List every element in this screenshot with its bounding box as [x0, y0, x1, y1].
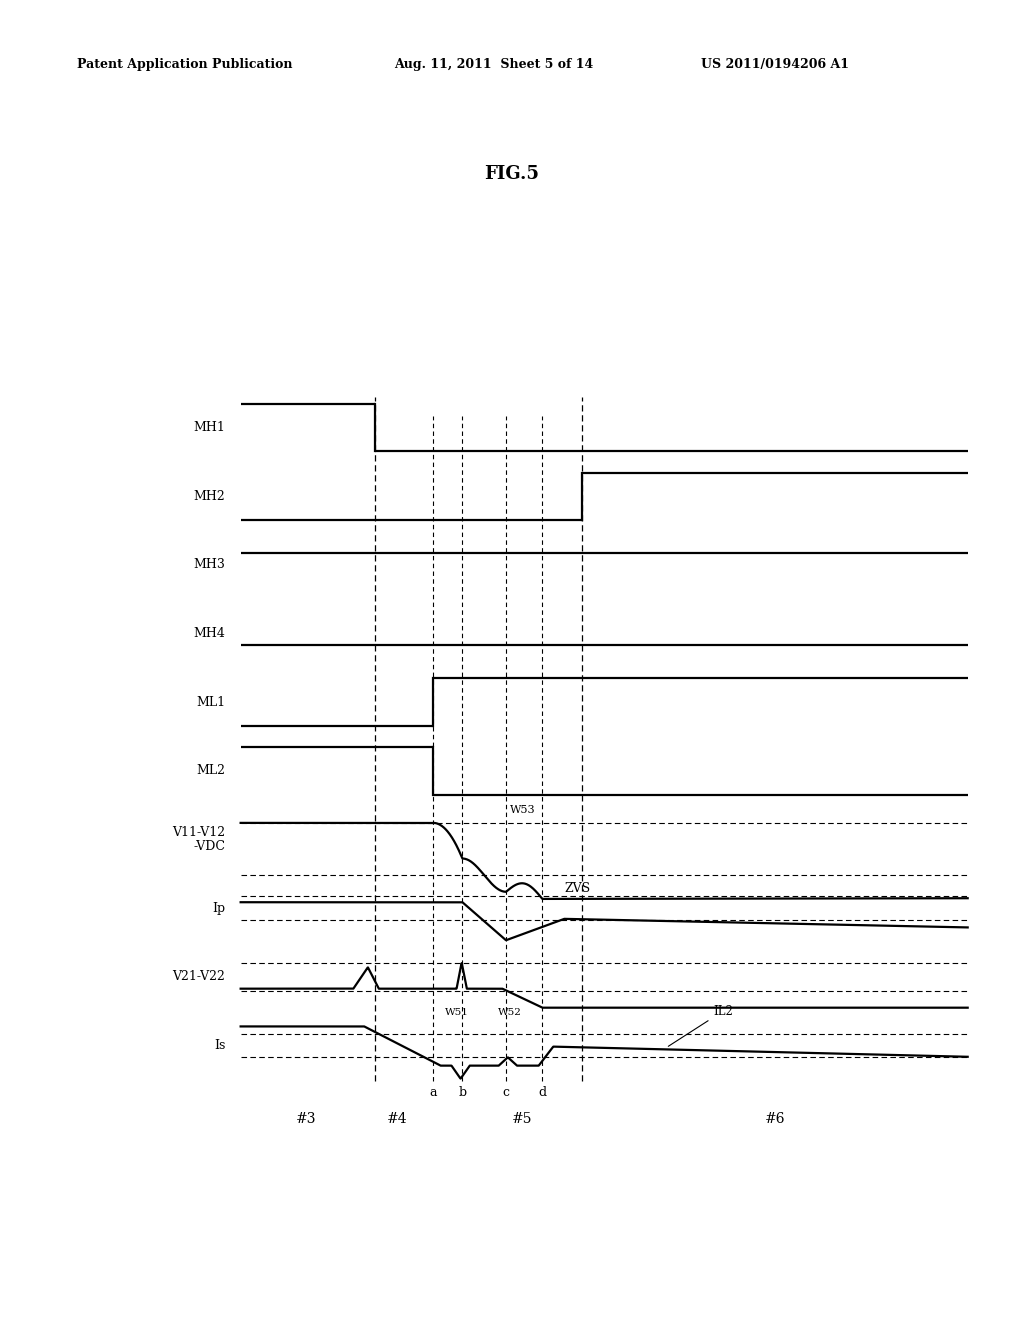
Text: V11-V12
-VDC: V11-V12 -VDC	[172, 826, 225, 853]
Text: MH3: MH3	[194, 558, 225, 572]
Text: c: c	[503, 1086, 510, 1098]
Text: #4: #4	[387, 1111, 408, 1126]
Text: ZVS: ZVS	[564, 882, 590, 895]
Text: ML2: ML2	[197, 764, 225, 777]
Text: ML1: ML1	[197, 696, 225, 709]
Text: #3: #3	[296, 1111, 316, 1126]
Text: W51: W51	[444, 1008, 469, 1016]
Text: V21-V22: V21-V22	[172, 970, 225, 983]
Text: #5: #5	[512, 1111, 532, 1126]
Text: MH2: MH2	[194, 490, 225, 503]
Text: W52: W52	[498, 1008, 521, 1016]
Text: d: d	[539, 1086, 547, 1098]
Text: MH4: MH4	[194, 627, 225, 640]
Text: Aug. 11, 2011  Sheet 5 of 14: Aug. 11, 2011 Sheet 5 of 14	[394, 58, 594, 71]
Text: MH1: MH1	[194, 421, 225, 434]
Text: Is: Is	[214, 1039, 225, 1052]
Text: a: a	[429, 1086, 437, 1098]
Text: Patent Application Publication: Patent Application Publication	[77, 58, 292, 71]
Text: W53: W53	[510, 805, 536, 814]
Text: FIG.5: FIG.5	[484, 165, 540, 183]
Text: US 2011/0194206 A1: US 2011/0194206 A1	[701, 58, 850, 71]
Text: IL2: IL2	[669, 1005, 733, 1047]
Text: Ip: Ip	[212, 902, 225, 915]
Text: #6: #6	[765, 1111, 785, 1126]
Text: b: b	[459, 1086, 467, 1098]
